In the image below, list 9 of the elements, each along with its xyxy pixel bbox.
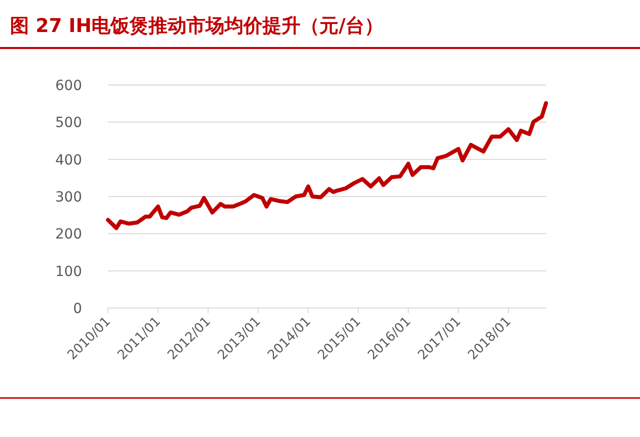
line-series [106,101,548,230]
chart-title: 图 27 IH电饭煲推动市场均价提升（元/台） [10,15,384,37]
y-tick-label: 300 [55,190,82,206]
y-tick-label: 600 [55,78,82,94]
y-tick-label: 500 [55,115,82,132]
y-tick-label: 100 [55,264,82,280]
y-tick-label: 200 [55,226,82,243]
y-tick-label: 400 [55,152,82,168]
y-tick-label: 0 [73,301,82,317]
